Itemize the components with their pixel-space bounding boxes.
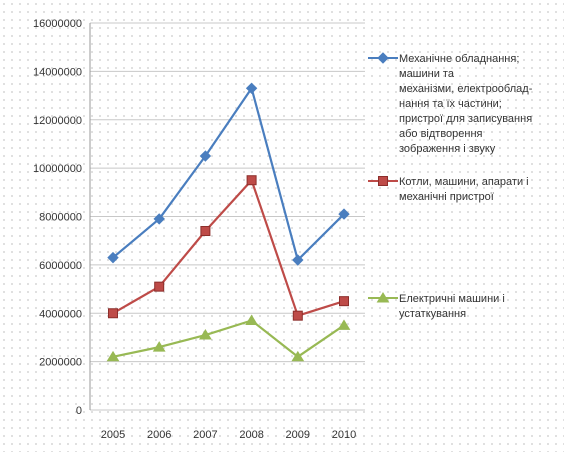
x-tick-label: 2010	[332, 429, 356, 441]
x-tick-label: 2007	[193, 429, 217, 441]
y-tick-label: 10000000	[33, 163, 82, 175]
data-point	[199, 150, 212, 162]
data-point	[291, 350, 305, 362]
x-tick-label: 2006	[147, 429, 171, 441]
data-point	[107, 251, 119, 264]
data-point	[245, 314, 258, 326]
series-line-3	[112, 319, 345, 358]
x-tick-label: 2009	[286, 429, 310, 441]
legend-marker-2	[378, 176, 388, 186]
y-tick-label: 4000000	[39, 308, 82, 320]
x-tick-label: 2005	[101, 429, 125, 441]
series-line-2	[112, 179, 345, 317]
legend-label: механізми, електрооблад-	[399, 83, 533, 95]
legend-marker-3	[376, 292, 390, 303]
data-point	[292, 254, 304, 266]
legend-label: механічні пристрої	[399, 191, 494, 203]
y-tick-label: 2000000	[39, 357, 82, 369]
legend-label: Електричні машини і	[399, 293, 505, 305]
data-point	[337, 319, 351, 330]
legend-label: Котли, машини, апарати і	[399, 176, 529, 188]
data-point	[292, 310, 303, 321]
legend-label: пристрої для записування	[399, 113, 532, 125]
y-tick-label: 14000000	[33, 66, 82, 78]
y-tick-label: 6000000	[39, 260, 82, 272]
data-point	[108, 308, 118, 319]
data-point	[245, 82, 258, 95]
data-point	[106, 350, 120, 362]
data-point	[154, 281, 165, 292]
legend-label: устаткування	[399, 308, 466, 320]
data-point	[153, 213, 165, 225]
legend-marker-1	[377, 52, 389, 64]
x-tick-label: 2008	[239, 429, 263, 441]
legend-label: зображення і звуку	[399, 143, 496, 155]
y-tick-label: 8000000	[39, 212, 82, 224]
legend-label: нання та їх частини;	[399, 98, 502, 110]
data-point	[246, 175, 257, 186]
y-tick-label: 16000000	[33, 18, 82, 30]
y-tick-label: 12000000	[33, 115, 82, 127]
data-point	[200, 226, 211, 237]
data-point	[338, 208, 350, 220]
legend-label: або відтворення	[399, 128, 483, 140]
y-tick-label: 0	[76, 405, 82, 417]
data-point	[199, 329, 212, 340]
legend-label: Механічне обладнання;	[399, 53, 519, 65]
data-point	[339, 296, 349, 307]
series-line-1	[112, 87, 345, 262]
legend-label: машини та	[399, 68, 455, 80]
data-point	[152, 341, 166, 352]
